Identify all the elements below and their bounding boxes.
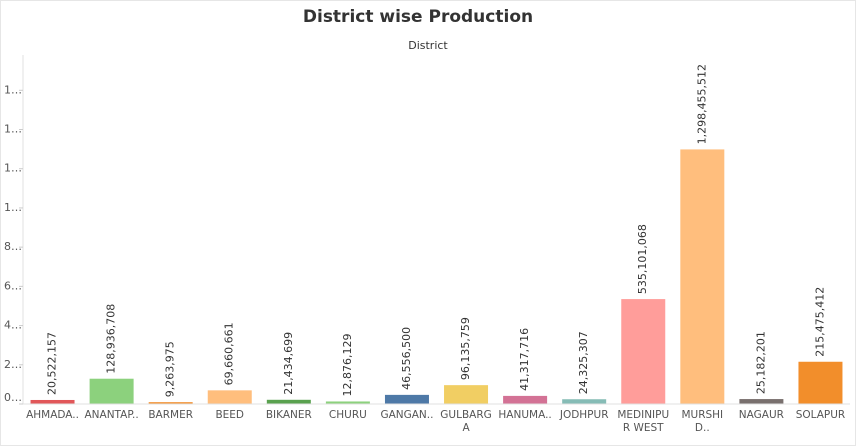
bar bbox=[148, 402, 193, 404]
y-tick-label: 1… bbox=[4, 201, 22, 214]
y-tick-label: 2… bbox=[4, 358, 22, 371]
x-tick-label-box: HANUMA.. bbox=[498, 409, 552, 421]
bar bbox=[89, 378, 134, 404]
x-tick-label-box: GULBARGA bbox=[440, 409, 492, 434]
x-tick-label-box: MURSHID.. bbox=[681, 409, 724, 434]
value-label: 25,182,201 bbox=[754, 331, 767, 394]
x-tick-label-box: BIKANER bbox=[265, 409, 312, 421]
x-tick-label: GANGAN.. bbox=[380, 409, 434, 421]
x-tick-label: ANANTAP.. bbox=[84, 409, 139, 421]
bar bbox=[444, 385, 489, 404]
bar bbox=[207, 390, 252, 404]
y-tick-label: 0… bbox=[4, 391, 22, 404]
value-label: 24,325,307 bbox=[577, 331, 590, 394]
value-label: 9,263,975 bbox=[164, 341, 177, 397]
x-tick-label-box: BEED bbox=[215, 409, 245, 421]
bar bbox=[325, 401, 370, 404]
x-tick-label-box: GANGAN.. bbox=[380, 409, 434, 421]
bar bbox=[562, 399, 607, 404]
value-label: 46,556,500 bbox=[400, 327, 413, 390]
bar bbox=[30, 399, 75, 404]
x-tick-label-box: MEDINIPUR WEST bbox=[617, 409, 670, 434]
x-tick-label-box: NAGAUR bbox=[738, 409, 784, 421]
value-label: 128,936,708 bbox=[105, 304, 118, 374]
x-tick-label: GULBARGA bbox=[440, 409, 492, 434]
bar bbox=[621, 299, 666, 404]
value-label: 96,135,759 bbox=[459, 317, 472, 380]
x-tick-label: MURSHID.. bbox=[681, 409, 724, 434]
value-label: 12,876,129 bbox=[341, 333, 354, 396]
value-label: 535,101,068 bbox=[636, 224, 649, 294]
value-label: 41,317,716 bbox=[518, 328, 531, 391]
x-tick-label: JODHPUR bbox=[559, 409, 609, 421]
y-tick-label: 4… bbox=[4, 319, 22, 332]
x-tick-label: HANUMA.. bbox=[498, 409, 552, 421]
x-tick-label-box: SOLAPUR bbox=[795, 409, 846, 421]
value-label: 215,475,412 bbox=[813, 287, 826, 357]
x-tick-label: MEDINIPUR WEST bbox=[617, 409, 670, 434]
bar bbox=[384, 394, 429, 404]
x-tick-label: BIKANER bbox=[265, 409, 312, 421]
bar bbox=[798, 361, 843, 404]
x-tick-label: NAGAUR bbox=[738, 409, 784, 421]
x-tick-label-box: JODHPUR bbox=[559, 409, 609, 421]
y-tick-label: 1… bbox=[4, 123, 22, 136]
x-tick-label: SOLAPUR bbox=[795, 409, 846, 421]
x-tick-label: CHURU bbox=[328, 409, 367, 421]
bar bbox=[266, 399, 311, 404]
bar bbox=[680, 149, 725, 404]
chart-subtitle: District bbox=[408, 39, 448, 52]
value-label: 69,660,661 bbox=[223, 322, 236, 385]
y-tick-label: 6… bbox=[4, 279, 22, 292]
y-tick-label: 1… bbox=[4, 83, 22, 96]
x-tick-label: BARMER bbox=[148, 409, 193, 421]
y-tick-label: 8… bbox=[4, 240, 22, 253]
x-tick-label-box: ANANTAP.. bbox=[84, 409, 139, 421]
value-label: 21,434,699 bbox=[282, 332, 295, 395]
bar bbox=[503, 395, 548, 404]
x-tick-label-box: BARMER bbox=[148, 409, 193, 421]
y-tick-label: 1… bbox=[4, 162, 22, 175]
value-label: 1,298,455,512 bbox=[695, 64, 708, 144]
x-tick-label-box: CHURU bbox=[328, 409, 367, 421]
x-tick-label-box: AHMADA.. bbox=[26, 409, 79, 421]
x-tick-label: BEED bbox=[215, 409, 245, 421]
value-label: 20,522,157 bbox=[46, 332, 59, 395]
bar bbox=[739, 399, 784, 404]
x-tick-label: AHMADA.. bbox=[26, 409, 79, 421]
chart-title: District wise Production bbox=[303, 7, 533, 27]
